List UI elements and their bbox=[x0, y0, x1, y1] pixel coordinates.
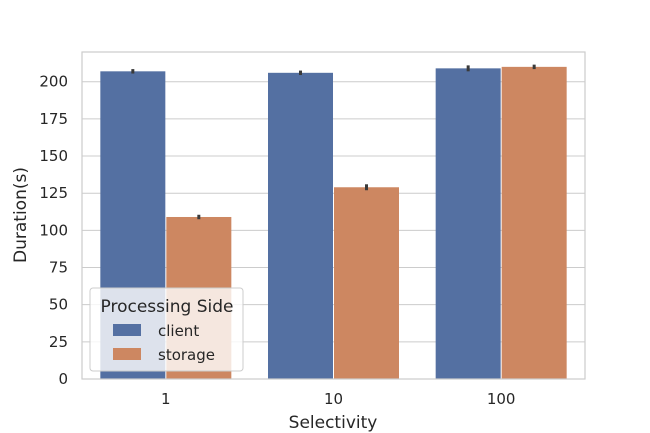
bar-client-10 bbox=[268, 72, 333, 380]
y-tick-label: 75 bbox=[49, 259, 68, 277]
y-tick-label: 25 bbox=[49, 333, 68, 351]
y-tick-label: 150 bbox=[39, 147, 68, 165]
bar-storage-10 bbox=[334, 187, 399, 379]
x-tick-label: 100 bbox=[487, 390, 516, 408]
y-tick-label: 100 bbox=[39, 221, 68, 239]
legend-label-client: client bbox=[158, 322, 199, 340]
y-tick-label: 50 bbox=[49, 296, 68, 314]
bar-client-100 bbox=[435, 68, 501, 379]
y-tick-labels: 0 25 50 75 100 125 150 175 200 bbox=[39, 73, 68, 388]
legend-label-storage: storage bbox=[158, 346, 215, 364]
bar-storage-100 bbox=[501, 66, 567, 379]
y-tick-label: 175 bbox=[39, 110, 68, 128]
error-bars bbox=[131, 64, 536, 220]
legend-title: Processing Side bbox=[101, 297, 234, 317]
x-axis-label: Selectivity bbox=[289, 413, 378, 433]
legend-swatch-client bbox=[113, 324, 141, 336]
plot-frame bbox=[81, 51, 586, 380]
x-tick-label: 10 bbox=[324, 390, 343, 408]
legend: Processing Side client storage bbox=[89, 287, 244, 372]
legend-swatch-storage bbox=[113, 348, 141, 360]
x-tick-label: 1 bbox=[161, 390, 171, 408]
x-tick-labels: 1 10 100 bbox=[161, 390, 515, 408]
y-axis-label: Duration(s) bbox=[11, 167, 31, 263]
y-tick-label: 200 bbox=[39, 73, 68, 91]
y-tick-label: 125 bbox=[39, 184, 68, 202]
y-tick-label: 0 bbox=[58, 370, 68, 388]
